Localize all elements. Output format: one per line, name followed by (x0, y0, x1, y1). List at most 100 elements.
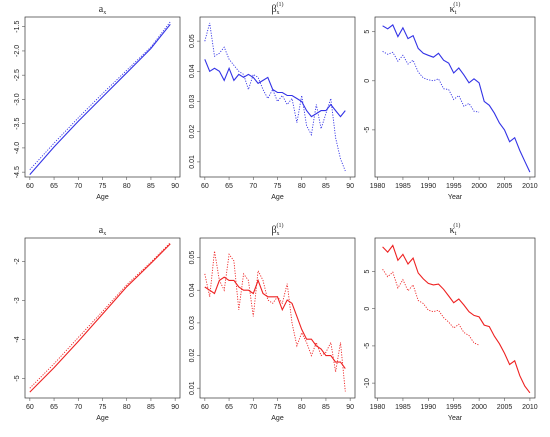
panel-5-ytick-label: 0.05 (189, 251, 196, 265)
panel-1-series-dotted-line (29, 21, 171, 171)
panel-1-ytick-label: -2.0 (14, 45, 21, 57)
panel-3-xtick-label: 1985 (395, 183, 411, 190)
panel-3: κt (1) 1980 1985 1990 1995 2000 2005 2010 -5 0 5 Yea… (364, 1, 538, 201)
panel-1-xtick-label: 75 (99, 183, 107, 190)
panel-2-series-dotted-line (204, 22, 346, 172)
panel-3-ytick-label: -5 (364, 127, 371, 133)
panel-4-ytick-label: -4 (14, 336, 21, 342)
panel-2-xtick-label: 60 (201, 183, 209, 190)
panel-1-ytick-label: -4.0 (14, 142, 21, 154)
panel-4-ytick-label: -5 (14, 375, 21, 381)
panel-2-series-solid-line (204, 59, 346, 118)
panel-1-ytick-label: -3.5 (14, 118, 21, 130)
panel-5-xtick-label: 85 (322, 404, 330, 411)
panel-2-xtick-label: 90 (346, 183, 354, 190)
panel-5-title-main: β (271, 225, 276, 236)
panel-1-xtick-label: 80 (123, 183, 131, 190)
panel-2-ytick-label: 0.05 (189, 34, 196, 48)
panel-5-title-sub: x (277, 231, 280, 237)
panel-1-xtick-label: 90 (171, 183, 179, 190)
panel-5-xtick-label: 75 (274, 404, 282, 411)
panel-1-xtick-label: 85 (147, 183, 155, 190)
panel-3-xtick-label: 1990 (421, 183, 437, 190)
panel-2: βx (1) 60 65 70 75 80 85 90 0.01 0.02 0.03 0.04 0.05 A… (189, 1, 356, 201)
panel-5-xtick-label: 60 (201, 404, 209, 411)
panel-2-xtick-label: 80 (298, 183, 306, 190)
panel-1-ytick-label: -4.5 (14, 166, 21, 178)
panel-6-xtick-label: 2005 (497, 404, 513, 411)
panel-3-title-main: κ (450, 4, 455, 15)
panel-3-xtick-label: 2005 (497, 183, 513, 190)
panel-5-xtick-label: 90 (346, 404, 354, 411)
panel-1-series-solid-line (29, 23, 171, 175)
panel-4-title-main: a (99, 225, 104, 236)
panel-6-title-sub: t (455, 231, 457, 237)
panel-6-series-solid-line (382, 244, 531, 394)
panel-4-xtick-label: 90 (171, 404, 179, 411)
panel-4-xtick-label: 85 (147, 404, 155, 411)
panel-2-frame (199, 16, 356, 178)
panel-1-xlabel: Age (96, 194, 109, 201)
panel-3-xtick-label: 1980 (370, 183, 386, 190)
panel-5-title-sup: (1) (277, 222, 284, 229)
panel-5-ytick-label: 0.02 (189, 349, 196, 363)
panel-4-ytick-label: -3 (14, 297, 21, 303)
panel-5-ytick-label: 0.04 (189, 283, 196, 297)
panel-2-xtick-label: 65 (225, 183, 233, 190)
panel-3-frame (374, 16, 536, 178)
panel-5-ytick-label: 0.03 (189, 316, 196, 330)
panel-1: ax 60 65 70 75 80 85 90 -4.5 -4.0 -3.5 -3.0 -2.5 -2.0… (14, 4, 181, 201)
panel-1-title-main: a (99, 4, 104, 15)
panel-6-title: κt (1) (450, 222, 461, 237)
panel-5-series-solid-line (204, 276, 346, 369)
panel-6-xtick-label: 2000 (471, 404, 487, 411)
panel-3-ytick-label: 5 (364, 30, 371, 34)
panel-6-ytick-label: 0 (364, 307, 371, 311)
panel-1-xtick-label: 70 (74, 183, 82, 190)
panel-5-xlabel: Age (271, 415, 284, 422)
panel-6-frame (374, 237, 536, 399)
panel-5-frame (199, 237, 356, 399)
panel-2-xlabel: Age (271, 194, 284, 201)
panel-6-series-dotted-line (382, 269, 480, 346)
panel-4-xtick-label: 75 (99, 404, 107, 411)
panel-1-title-sub: x (103, 10, 106, 16)
panel-5-xtick-label: 70 (249, 404, 257, 411)
panel-4-ytick-label: -2 (14, 258, 21, 264)
panel-5-ytick-label: 0.01 (189, 381, 196, 395)
panel-5: βx (1) 60 65 70 75 80 85 90 0.01 0.02 0.03 0.04 0.05 A… (189, 222, 356, 422)
panel-1-ytick-label: -1.5 (14, 21, 21, 33)
panel-3-ytick-label: 0 (364, 79, 371, 83)
panel-3-xtick-label: 2010 (522, 183, 538, 190)
panel-4-xtick-label: 60 (26, 404, 34, 411)
panel-6-xtick-label: 2010 (522, 404, 538, 411)
panel-6-ytick-label: -5 (364, 343, 371, 349)
panel-2-title-sup: (1) (277, 1, 284, 8)
panel-2-xtick-label: 85 (322, 183, 330, 190)
panel-4-xtick-label: 80 (123, 404, 131, 411)
panel-5-title: βx (1) (271, 222, 283, 237)
panel-2-title: βx (1) (271, 1, 283, 16)
panel-4-xtick-label: 70 (74, 404, 82, 411)
panel-4-title-sub: x (103, 231, 106, 237)
panel-4-series-dotted-line (29, 242, 171, 389)
panel-5-xtick-label: 65 (225, 404, 233, 411)
panel-3-xtick-label: 2000 (471, 183, 487, 190)
panel-1-xtick-label: 60 (26, 183, 34, 190)
panel-2-ytick-label: 0.02 (189, 125, 196, 139)
panel-6-title-main: κ (450, 225, 455, 236)
panel-6-xtick-label: 1985 (395, 404, 411, 411)
panel-2-ytick-label: 0.01 (189, 155, 196, 169)
panel-2-xtick-label: 75 (274, 183, 282, 190)
panel-1-xtick-label: 65 (50, 183, 58, 190)
panel-3-series-solid-line (382, 24, 531, 173)
panel-6-xtick-label: 1980 (370, 404, 386, 411)
panel-6-ytick-label: -10 (364, 378, 371, 388)
panel-1-ytick-label: -3.0 (14, 93, 21, 105)
panel-2-title-main: β (271, 4, 276, 15)
panel-6: κt (1) 1980 1985 1990 1995 2000 2005 2010 -10 -5 0 5… (364, 222, 538, 422)
panel-3-series-dotted-line (382, 51, 480, 113)
panel-1-ytick-label: -2.5 (14, 69, 21, 81)
panel-1-title: ax (99, 4, 106, 16)
